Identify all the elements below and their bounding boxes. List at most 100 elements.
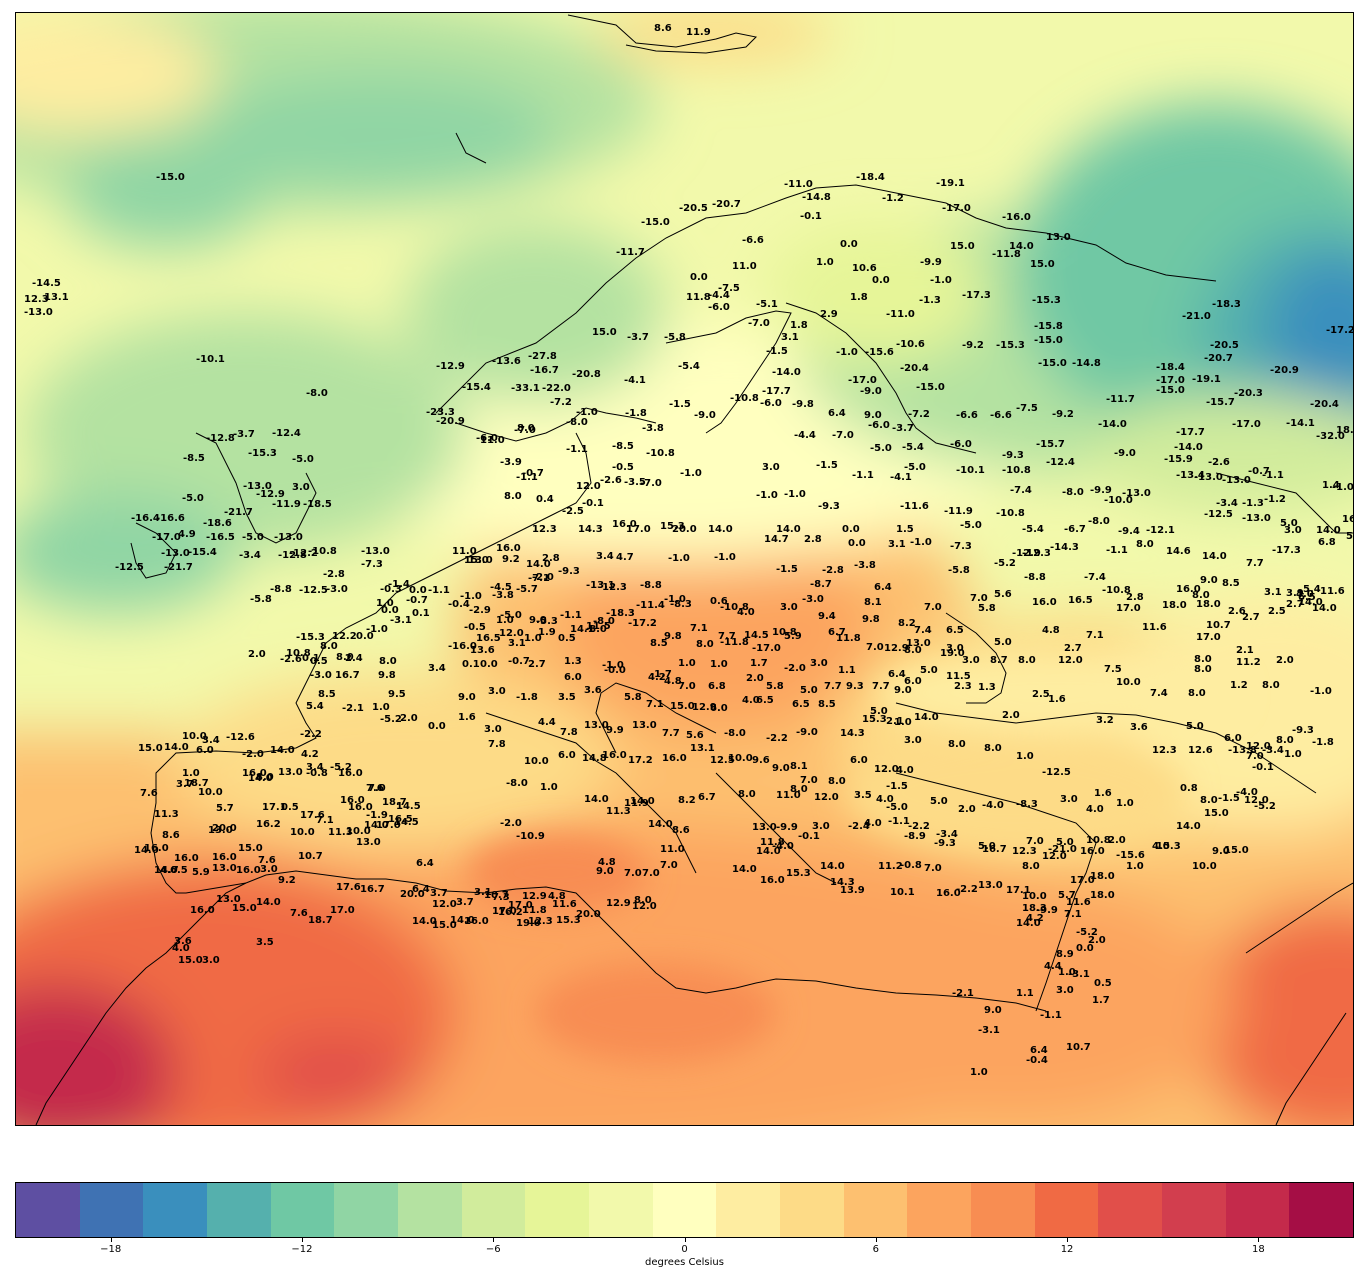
station-temperature-label: -10.8 (1102, 585, 1131, 596)
station-temperature-label: 5.9 (192, 867, 210, 878)
station-temperature-label: 17.0 (1116, 603, 1141, 614)
station-temperature-label: -12.5 (299, 585, 328, 596)
station-temperature-label: -8.3 (1016, 799, 1038, 810)
station-temperature-label: -7.5 (1016, 403, 1038, 414)
station-temperature-label: 10.7 (484, 890, 509, 901)
station-temperature-label: -6.7 (1064, 524, 1086, 535)
station-temperature-label: 1.3 (564, 656, 582, 667)
station-temperature-label: 4.8 (1042, 625, 1060, 636)
station-temperature-label: 16.0 (144, 843, 169, 854)
station-temperature-label: 5.6 (994, 589, 1012, 600)
station-temperature-label: 8.2 (898, 618, 916, 629)
station-temperature-label: 8.0 (517, 423, 535, 434)
station-temperature-label: -8.0 (1062, 487, 1084, 498)
station-temperature-label: 11.0 (452, 546, 477, 557)
station-temperature-label: 16.0 (174, 853, 199, 864)
colorbar-ticks: −18 −12 −6 0 6 12 18 (15, 1238, 1354, 1258)
station-temperature-label: -3.0 (802, 594, 824, 605)
station-temperature-label: 7.0 (970, 593, 988, 604)
station-temperature-label: -5.2 (380, 714, 402, 725)
station-temperature-label: 5.9 (784, 631, 802, 642)
station-temperature-label: 6.0 (1224, 733, 1242, 744)
station-temperature-label: 6.0 (564, 672, 582, 683)
station-observations: -15.0-10.1-14.512.313.1-13.0-8.0-12.8-3.… (24, 23, 1353, 1078)
station-temperature-label: 14.5 (744, 630, 769, 641)
station-temperature-label: 5.7 (216, 803, 234, 814)
station-temperature-label: -12.2 (289, 548, 318, 559)
station-temperature-label: 12.0 (874, 764, 899, 775)
station-temperature-label: -5.8 (250, 594, 272, 605)
station-temperature-label: -1.0 (1310, 686, 1332, 697)
station-temperature-label: 1.8 (790, 320, 808, 331)
station-temperature-label: 1.6 (1048, 694, 1066, 705)
colorbar-tick-label: 12 (1060, 1244, 1074, 1255)
station-temperature-label: -20.3 (1234, 388, 1263, 399)
station-temperature-label: -11.8 (992, 249, 1021, 260)
station-temperature-label: 13.1 (44, 292, 69, 303)
station-temperature-label: 9.8 (664, 631, 682, 642)
station-temperature-label: 10.0 (346, 826, 371, 837)
station-temperature-label: 13.0 (1046, 232, 1071, 243)
station-temperature-label: 4.9 (178, 529, 196, 540)
station-temperature-label: 11.6 (552, 899, 577, 910)
station-temperature-label: 3.4 (596, 551, 614, 562)
station-temperature-label: -15.6 (1116, 850, 1145, 861)
station-temperature-label: -13.4 (1176, 470, 1205, 481)
station-temperature-label: 16.0 (348, 802, 373, 813)
station-temperature-label: 5.0 (1280, 518, 1298, 529)
station-temperature-label: 8.6 (162, 830, 180, 841)
station-temperature-label: 1.8 (850, 292, 868, 303)
station-temperature-label: 3.7 (176, 779, 194, 790)
colorbar-tick (875, 1238, 877, 1242)
station-temperature-label: 7.1 (1064, 909, 1082, 920)
station-temperature-label: 10.0 (524, 756, 549, 767)
station-temperature-label: 1.0 (540, 782, 558, 793)
station-temperature-label: 7.7 (662, 728, 680, 739)
station-temperature-label: 12.3 (1012, 846, 1037, 857)
colorbar-segment (1289, 1183, 1354, 1237)
station-temperature-label: -17.0 (848, 375, 877, 386)
station-temperature-label: -17.2 (1326, 325, 1353, 336)
station-temperature-label: 17.1 (1006, 885, 1031, 896)
station-temperature-label: 1.1 (838, 665, 856, 676)
station-temperature-label: 11.9 (624, 798, 649, 809)
station-temperature-label: -2.9 (469, 605, 491, 616)
station-temperature-label: -11.7 (616, 247, 645, 258)
station-temperature-label: 5.8 (766, 681, 784, 692)
station-temperature-label: 20.0 (212, 823, 237, 834)
station-temperature-label: 8.0 (1276, 735, 1294, 746)
station-temperature-label: 14.0 (412, 916, 437, 927)
station-temperature-label: 11.3 (606, 806, 631, 817)
station-temperature-label: 6.0 (196, 745, 214, 756)
station-temperature-label: 8.0 (1136, 539, 1154, 550)
station-temperature-label: -3.7 (892, 423, 914, 434)
colorbar-segment (843, 1183, 908, 1237)
station-temperature-label: 16.0 (464, 916, 489, 927)
station-temperature-label: 15.3 (786, 868, 811, 879)
station-temperature-label: 12.3 (1152, 745, 1177, 756)
station-temperature-label: -20.8 (572, 369, 601, 380)
station-temperature-label: -13.1 (586, 580, 615, 591)
station-temperature-label: 8.1 (864, 597, 882, 608)
station-temperature-label: -14.8 (1072, 358, 1101, 369)
station-temperature-label: -18.6 (203, 518, 232, 529)
station-temperature-label: 5.0 (870, 706, 888, 717)
station-temperature-label: -15.7 (1036, 439, 1065, 450)
station-temperature-label: 14.3 (578, 524, 603, 535)
station-temperature-label: 0.8 (1180, 783, 1198, 794)
station-temperature-label: -6.6 (742, 235, 764, 246)
station-temperature-label: -7.5 (718, 283, 740, 294)
station-temperature-label: -9.3 (1002, 450, 1024, 461)
station-temperature-label: 8.7 (990, 655, 1008, 666)
station-temperature-label: -20.7 (1204, 353, 1233, 364)
station-temperature-label: 8.0 (1018, 655, 1036, 666)
station-temperature-label: -1.1 (560, 610, 582, 621)
station-temperature-label: 5.0 (920, 665, 938, 676)
station-temperature-label: 4.2 (301, 749, 319, 760)
station-temperature-label: 2.7 (1064, 643, 1082, 654)
station-temperature-label: -6.0 (868, 420, 890, 431)
station-temperature-label: 12.3 (528, 916, 553, 927)
station-temperature-label: 8.0 (634, 895, 652, 906)
station-temperature-label: -15.0 (1156, 385, 1185, 396)
station-temperature-label: -8.0 (306, 388, 328, 399)
